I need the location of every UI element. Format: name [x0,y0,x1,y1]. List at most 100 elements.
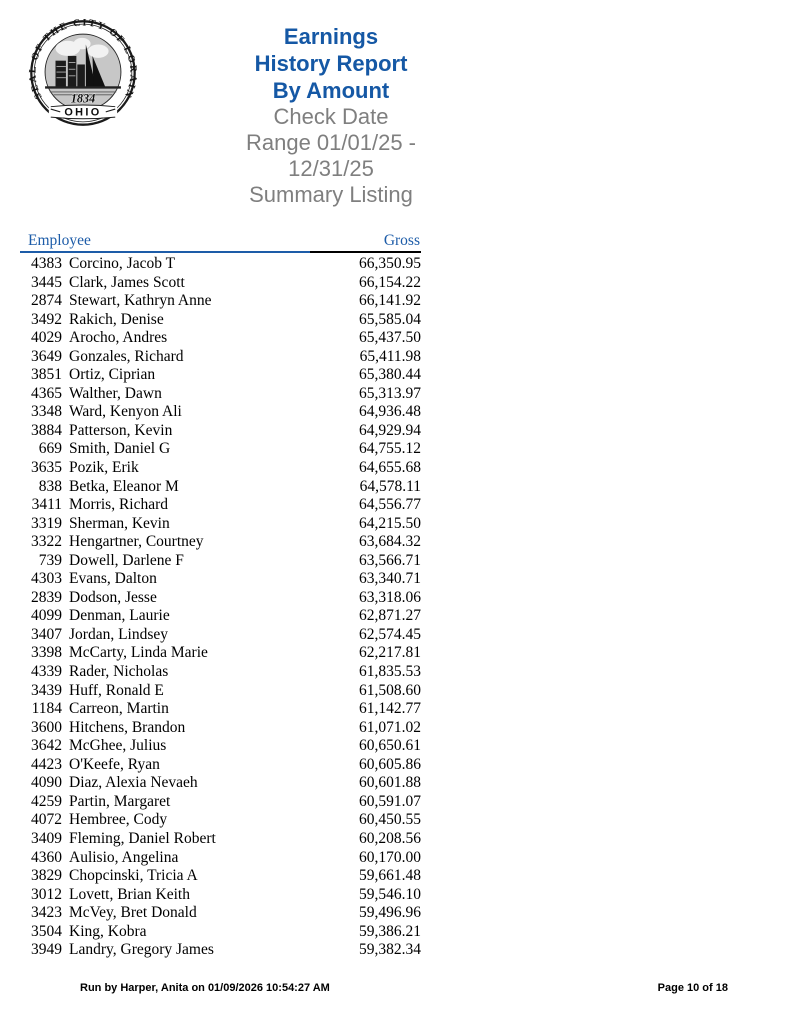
employee-id: 4303 [31,570,62,588]
table-row: 739 Dowell, Darlene F 63,566.71 [20,552,421,571]
table-row: 3600 Hitchens, Brandon 61,071.02 [20,719,421,738]
gross-amount: 64,936.48 [359,403,421,421]
employee-id: 3949 [31,941,62,959]
report-title-line-3: By Amount [272,78,390,103]
gross-amount: 59,661.48 [359,867,421,885]
employee-name: Huff, Ronald E [69,681,164,699]
check-date-range-line-2: Range 01/01/25 - [245,130,417,155]
gross-amount: 61,071.02 [359,718,421,736]
employee-id: 3829 [31,867,62,885]
employee-name: Aulisio, Angelina [69,848,179,866]
gross-amount: 62,574.45 [359,625,421,643]
employee-id: 669 [38,440,62,458]
table-row: 3319 Sherman, Kevin 64,215.50 [20,515,421,534]
employee-name: Denman, Laurie [69,607,170,625]
gross-amount: 64,655.68 [359,459,421,477]
gross-amount: 60,170.00 [359,848,421,866]
gross-amount: 66,141.92 [359,292,421,310]
table-row: 3348 Ward, Kenyon Ali 64,936.48 [20,403,421,422]
gross-amount: 62,217.81 [359,644,421,662]
employee-id: 838 [38,477,62,495]
employee-id: 4423 [31,755,62,773]
table-row: 3423 McVey, Bret Donald 59,496.96 [20,904,421,923]
table-row: 3851 Ortiz, Ciprian 65,380.44 [20,366,421,385]
employee-name: Walther, Dawn [69,384,162,402]
employee-id: 4383 [31,255,62,272]
report-title-line-1: Earnings [283,24,379,49]
report-header: Earnings History Report By Amount Check … [224,23,438,208]
employee-name: Ward, Kenyon Ali [69,403,182,421]
employee-name: Sherman, Kevin [69,514,170,532]
column-header-gross: Gross [383,232,420,249]
table-row: 4072 Hembree, Cody 60,450.55 [20,811,421,830]
gross-amount: 64,556.77 [359,496,421,514]
earnings-table: Employee Gross 4383 Corcino, Jacob T 66,… [20,231,421,960]
employee-id: 3649 [31,347,62,365]
employee-name: Evans, Dalton [69,570,157,588]
gross-amount: 62,871.27 [359,607,421,625]
employee-name: Corcino, Jacob T [69,255,176,272]
gross-amount: 65,313.97 [359,384,421,402]
seal-year-text: 1834 [71,91,96,105]
seal-banner [48,105,118,118]
employee-id: 4090 [31,774,62,792]
table-row: 3649 Gonzales, Richard 65,411.98 [20,348,421,367]
employee-name: Pozik, Erik [69,459,139,477]
table-row: 4360 Aulisio, Angelina 60,170.00 [20,849,421,868]
employee-id: 4365 [31,384,62,402]
table-row: 3829 Chopcinski, Tricia A 59,661.48 [20,867,421,886]
gross-amount: 64,929.94 [359,421,421,439]
table-row: 4099 Denman, Laurie 62,871.27 [20,607,421,626]
employee-name: Partin, Margaret [69,792,171,810]
employee-column-rule [20,251,310,253]
gross-amount: 61,508.60 [359,681,421,699]
column-header-employee: Employee [28,232,91,249]
gross-amount: 59,546.10 [359,885,421,903]
gross-amount: 61,142.77 [359,700,421,718]
table-row: 3642 McGhee, Julius 60,650.61 [20,737,421,756]
gross-amount: 63,566.71 [359,551,421,569]
employee-id: 3635 [31,459,62,477]
table-row: 3411 Morris, Richard 64,556.77 [20,496,421,515]
table-row: 3949 Landry, Gregory James 59,382.34 [20,941,421,960]
header-underline [20,251,421,253]
employee-id: 3439 [31,681,62,699]
report-title-line-2: History Report [254,51,408,76]
employee-name: Ortiz, Ciprian [69,366,156,384]
table-row: 3439 Huff, Ronald E 61,508.60 [20,682,421,701]
employee-name: Hembree, Cody [69,811,168,829]
employee-name: Diaz, Alexia Nevaeh [69,774,198,792]
table-row: 2874 Stewart, Kathryn Anne 66,141.92 [20,292,421,311]
employee-name: Hengartner, Courtney [69,533,204,551]
gross-amount: 64,215.50 [359,514,421,532]
table-row: 838 Betka, Eleanor M 64,578.11 [20,478,421,497]
employee-id: 4099 [31,607,62,625]
gross-amount: 64,755.12 [359,440,421,458]
table-row: 3884 Patterson, Kevin 64,929.94 [20,422,421,441]
employee-id: 3411 [31,496,62,514]
employee-name: Dowell, Darlene F [69,551,184,569]
employee-name: Carreon, Martin [69,700,169,718]
table-row: 669 Smith, Daniel G 64,755.12 [20,440,421,459]
employee-id: 3012 [31,885,62,903]
employee-name: O'Keefe, Ryan [69,755,160,773]
employee-id: 3407 [31,625,62,643]
employee-id: 3445 [31,273,62,291]
table-row: 3492 Rakich, Denise 65,585.04 [20,311,421,330]
table-row: 4339 Rader, Nicholas 61,835.53 [20,663,421,682]
gross-amount: 59,382.34 [359,941,421,959]
employee-id: 4360 [31,848,62,866]
employee-name: Jordan, Lindsey [69,625,169,643]
employee-id: 3348 [31,403,62,421]
gross-amount: 65,411.98 [359,347,421,365]
employee-id: 4072 [31,811,62,829]
employee-id: 4339 [31,663,62,681]
employee-id: 3884 [31,421,62,439]
gross-amount: 60,450.55 [359,811,421,829]
employee-id: 1184 [31,700,62,718]
table-row: 3635 Pozik, Erik 64,655.68 [20,459,421,478]
table-row: 4090 Diaz, Alexia Nevaeh 60,601.88 [20,774,421,793]
employee-name: Rakich, Denise [69,310,164,328]
listing-type-label: Summary Listing [249,182,413,207]
gross-amount: 60,208.56 [359,829,421,847]
